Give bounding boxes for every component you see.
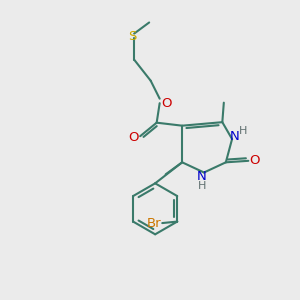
Text: H: H — [197, 181, 206, 191]
Text: N: N — [197, 169, 206, 183]
Text: O: O — [128, 131, 139, 144]
Text: O: O — [161, 97, 172, 110]
Text: H: H — [239, 126, 248, 136]
Text: Br: Br — [146, 217, 161, 230]
Text: N: N — [230, 130, 239, 142]
Text: O: O — [250, 154, 260, 167]
Text: S: S — [128, 30, 137, 43]
